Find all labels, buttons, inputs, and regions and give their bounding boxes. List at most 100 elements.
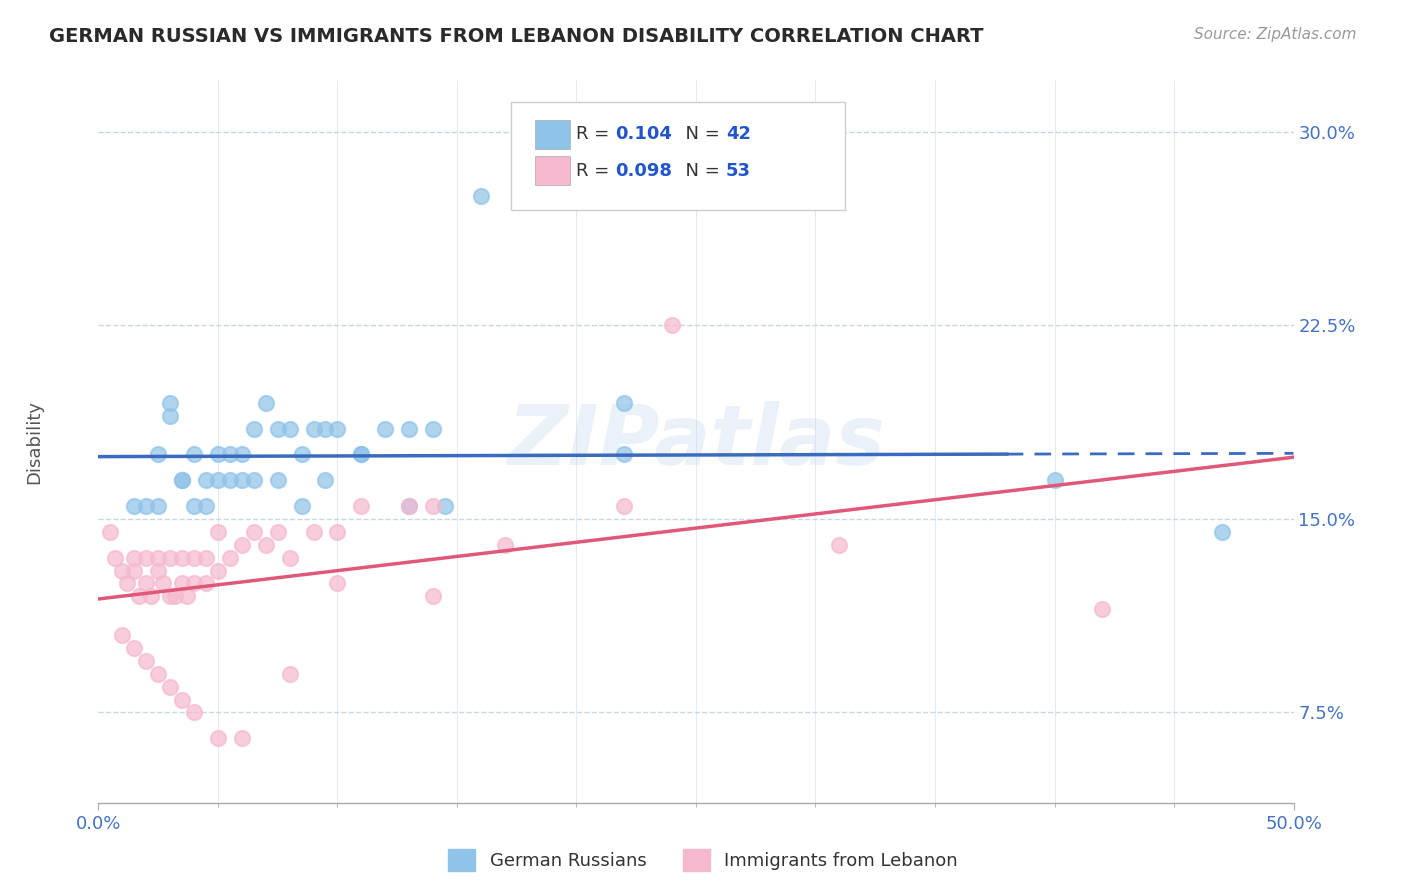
- Point: [207, 564, 229, 578]
- Point: [434, 499, 457, 513]
- Text: N =: N =: [675, 126, 725, 144]
- Point: [172, 473, 194, 487]
- Point: [494, 538, 516, 552]
- Text: 53: 53: [725, 161, 751, 179]
- Point: [98, 524, 122, 539]
- Point: [124, 640, 146, 655]
- Point: [104, 550, 127, 565]
- Point: [613, 499, 636, 513]
- Point: [254, 538, 277, 552]
- Point: [422, 499, 444, 513]
- Point: [135, 499, 157, 513]
- Point: [148, 447, 170, 461]
- Point: [163, 590, 186, 604]
- Point: [195, 473, 218, 487]
- Point: [159, 396, 181, 410]
- Point: [207, 447, 229, 461]
- Point: [159, 550, 181, 565]
- Point: [661, 318, 683, 333]
- Text: 0.104: 0.104: [614, 126, 672, 144]
- Point: [172, 550, 194, 565]
- Point: [124, 550, 146, 565]
- Point: [183, 576, 205, 591]
- Text: N =: N =: [675, 161, 725, 179]
- Point: [111, 628, 134, 642]
- Point: [231, 447, 253, 461]
- Point: [326, 422, 349, 436]
- Point: [291, 447, 314, 461]
- Point: [124, 499, 146, 513]
- Text: 42: 42: [725, 126, 751, 144]
- Legend: German Russians, Immigrants from Lebanon: German Russians, Immigrants from Lebanon: [441, 842, 965, 879]
- Point: [183, 447, 205, 461]
- Point: [219, 550, 242, 565]
- Point: [148, 666, 170, 681]
- Point: [254, 396, 277, 410]
- Point: [613, 447, 636, 461]
- Point: [278, 550, 301, 565]
- Point: [195, 550, 218, 565]
- Point: [172, 576, 194, 591]
- Point: [315, 473, 337, 487]
- Point: [195, 576, 218, 591]
- Point: [278, 422, 301, 436]
- Point: [326, 576, 349, 591]
- Point: [148, 550, 170, 565]
- Point: [350, 499, 373, 513]
- FancyBboxPatch shape: [534, 156, 571, 185]
- Point: [159, 409, 181, 423]
- Point: [207, 731, 229, 746]
- Point: [350, 447, 373, 461]
- Point: [278, 666, 301, 681]
- Text: Source: ZipAtlas.com: Source: ZipAtlas.com: [1194, 27, 1357, 42]
- Point: [159, 680, 181, 694]
- Text: GERMAN RUSSIAN VS IMMIGRANTS FROM LEBANON DISABILITY CORRELATION CHART: GERMAN RUSSIAN VS IMMIGRANTS FROM LEBANO…: [49, 27, 984, 45]
- Point: [135, 550, 157, 565]
- Point: [135, 654, 157, 668]
- Point: [183, 706, 205, 720]
- Y-axis label: Disability: Disability: [25, 400, 42, 483]
- Point: [207, 524, 229, 539]
- Point: [422, 590, 444, 604]
- Point: [176, 590, 198, 604]
- Point: [1043, 473, 1066, 487]
- Point: [183, 499, 205, 513]
- Point: [1211, 524, 1233, 539]
- Point: [302, 524, 325, 539]
- Point: [828, 538, 851, 552]
- Point: [159, 590, 181, 604]
- Text: 0.098: 0.098: [614, 161, 672, 179]
- FancyBboxPatch shape: [510, 102, 845, 211]
- Point: [231, 473, 253, 487]
- Point: [267, 473, 290, 487]
- Point: [267, 422, 290, 436]
- Point: [172, 473, 194, 487]
- Point: [291, 499, 314, 513]
- Point: [135, 576, 157, 591]
- Point: [219, 473, 242, 487]
- Point: [111, 564, 134, 578]
- Point: [219, 447, 242, 461]
- Point: [139, 590, 162, 604]
- Point: [115, 576, 138, 591]
- Point: [350, 447, 373, 461]
- Point: [148, 499, 170, 513]
- Point: [267, 524, 290, 539]
- Point: [326, 524, 349, 539]
- Point: [398, 499, 420, 513]
- Point: [207, 473, 229, 487]
- Point: [195, 499, 218, 513]
- Text: ZIPatlas: ZIPatlas: [508, 401, 884, 482]
- Text: R =: R =: [576, 161, 616, 179]
- Point: [152, 576, 174, 591]
- Point: [470, 189, 492, 203]
- Point: [148, 564, 170, 578]
- Point: [243, 473, 266, 487]
- Point: [243, 422, 266, 436]
- Point: [243, 524, 266, 539]
- Point: [172, 692, 194, 706]
- Point: [124, 564, 146, 578]
- Text: R =: R =: [576, 126, 616, 144]
- Point: [1091, 602, 1114, 616]
- Point: [315, 422, 337, 436]
